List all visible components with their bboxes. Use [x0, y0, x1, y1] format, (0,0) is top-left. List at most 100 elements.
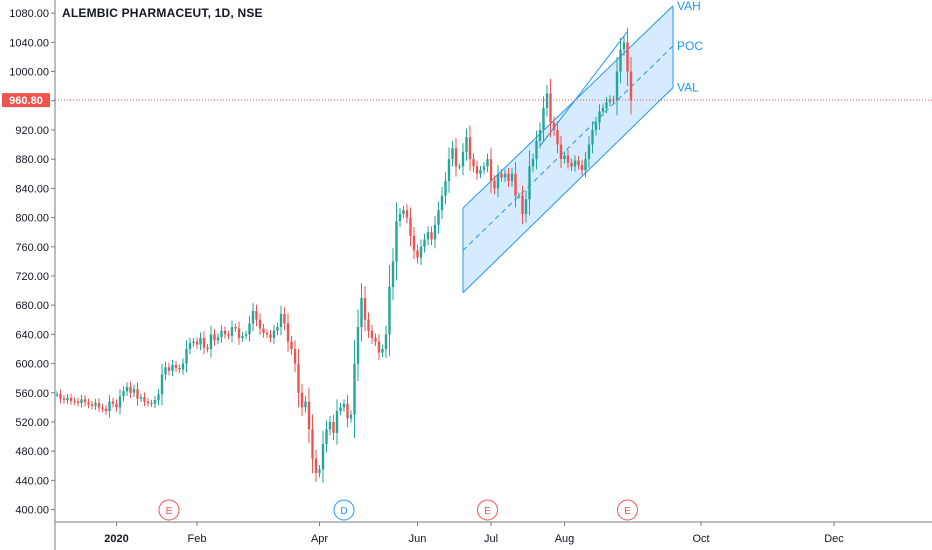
candle-body — [517, 195, 521, 197]
candle-body — [297, 363, 300, 393]
candle-body — [150, 402, 153, 404]
candle-body — [430, 232, 433, 240]
candle-body — [454, 148, 458, 167]
candle-body — [80, 399, 83, 403]
earnings-event-marker[interactable] — [158, 499, 180, 521]
candle-body — [500, 173, 503, 178]
poc-line[interactable] — [462, 45, 674, 251]
candle-body — [384, 334, 388, 349]
candle-body — [115, 403, 118, 408]
candle-body — [286, 323, 290, 342]
x-tick-label: Apr — [311, 533, 328, 545]
candle-body — [202, 338, 206, 348]
candle-body — [237, 328, 241, 339]
candle-body — [535, 140, 538, 160]
candle-body — [545, 93, 549, 109]
poc-label: POC — [677, 39, 703, 53]
channel-fill — [463, 5, 673, 293]
candle-body — [125, 386, 129, 392]
candle-body — [458, 166, 461, 168]
candle-body — [577, 160, 580, 165]
candle-body — [367, 319, 370, 331]
candle-body — [339, 407, 342, 412]
candle-body — [118, 396, 122, 408]
y-tick-label: 840.00 — [15, 183, 49, 195]
candle-body — [363, 297, 367, 320]
candle-body — [472, 159, 475, 167]
candle-body — [482, 166, 486, 171]
candle-body — [157, 394, 160, 401]
earnings-event-marker[interactable] — [477, 499, 498, 521]
dividend-event-marker[interactable] — [333, 499, 355, 521]
candle-body — [360, 297, 363, 328]
candle-body — [139, 397, 143, 399]
candle-body — [573, 160, 577, 167]
candle-body — [594, 122, 598, 130]
candle-body — [346, 403, 349, 419]
x-tick-label: Oct — [692, 533, 709, 545]
y-tick-label: 1040.00 — [9, 37, 49, 49]
candle-body — [451, 148, 454, 160]
candle-body — [223, 330, 227, 335]
y-tick-label: 440.00 — [15, 475, 49, 487]
candle-body — [66, 397, 69, 401]
candle-body — [510, 173, 514, 182]
candle-body — [521, 195, 524, 214]
candle-body — [279, 313, 283, 328]
candle-body — [314, 458, 318, 474]
candle-body — [234, 327, 237, 329]
candle-body — [556, 129, 559, 145]
val-line[interactable] — [462, 87, 674, 294]
candle-body — [209, 334, 213, 349]
y-tick-label: 520.00 — [15, 417, 49, 429]
x-tick-label: Jul — [484, 533, 498, 545]
candle-body — [101, 407, 104, 409]
candle-body — [164, 367, 167, 375]
candle-body — [409, 217, 412, 236]
candle-body — [300, 392, 304, 408]
x-tick-label: Jun — [409, 533, 427, 545]
candle-body — [423, 239, 426, 247]
candle-body — [622, 42, 626, 50]
candle-body — [241, 335, 244, 339]
x-tick-label: Feb — [188, 533, 207, 545]
candle-body — [356, 327, 360, 364]
candle-body — [444, 181, 447, 196]
y-tick-label: 400.00 — [15, 505, 49, 517]
candle-body — [542, 108, 545, 130]
candle-body — [325, 429, 328, 444]
candle-body — [549, 93, 552, 123]
candle-body — [293, 348, 297, 364]
candle-body — [447, 159, 451, 182]
candle-body — [192, 341, 195, 344]
candle-body — [206, 347, 209, 349]
last-price-label: 960.80 — [9, 95, 43, 107]
candle-body — [199, 338, 202, 345]
candle-body — [349, 414, 353, 419]
candle-body — [94, 402, 97, 406]
candle-body — [538, 129, 542, 141]
candle-body — [619, 49, 622, 72]
candle-body — [104, 408, 108, 412]
candle-body — [395, 221, 398, 262]
candle-body — [188, 343, 192, 349]
y-tick-label: 720.00 — [15, 271, 49, 283]
candle-body — [559, 144, 563, 160]
candle-body — [377, 341, 381, 353]
candle-body — [181, 363, 185, 370]
candle-body — [507, 173, 510, 182]
candle-body — [370, 330, 374, 339]
candle-body — [563, 155, 566, 160]
candle-body — [531, 159, 535, 167]
candle-body — [318, 469, 321, 474]
candle-body — [626, 42, 629, 72]
candle-body — [475, 166, 479, 174]
candle-body — [570, 162, 573, 167]
candle-body — [353, 363, 356, 415]
candle-body — [514, 173, 517, 196]
candle-body — [496, 173, 500, 189]
candle-body — [160, 374, 164, 395]
candle-body — [90, 404, 94, 406]
earnings-event-marker[interactable] — [617, 499, 638, 521]
